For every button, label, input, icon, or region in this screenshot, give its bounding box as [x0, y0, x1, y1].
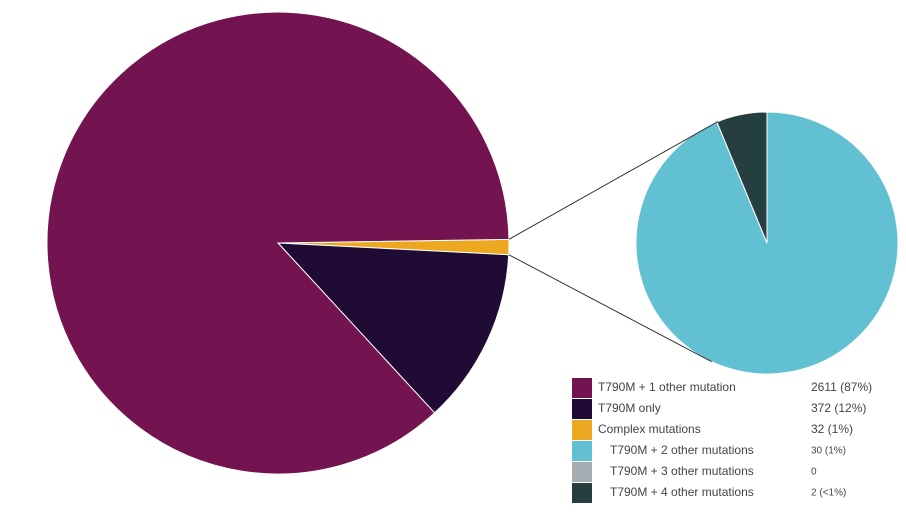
legend-swatch	[572, 483, 592, 503]
connector-line	[508, 121, 719, 240]
legend-label: T790M + 2 other mutations	[610, 443, 754, 457]
legend-label: T790M + 3 other mutations	[610, 464, 754, 478]
connector-line	[508, 254, 712, 363]
legend-value: 2 (<1%)	[811, 488, 846, 499]
legend-swatch	[572, 420, 592, 440]
legend-value: 2611 (87%)	[811, 380, 872, 394]
legend-label: T790M + 4 other mutations	[610, 485, 754, 499]
legend-label: T790M only	[598, 401, 661, 415]
legend-swatch	[572, 462, 592, 482]
legend-label: Complex mutations	[598, 422, 701, 436]
legend-value: 372 (12%)	[811, 401, 866, 415]
legend-swatch	[572, 441, 592, 461]
legend-swatch	[572, 378, 592, 398]
legend-swatch	[572, 399, 592, 419]
pie-slice	[46, 11, 510, 475]
pie-slice	[276, 242, 510, 414]
legend-value: 0	[811, 467, 817, 478]
legend-value: 30 (1%)	[811, 446, 846, 457]
legend-label: T790M + 1 other mutation	[598, 380, 736, 394]
legend-value: 32 (1%)	[811, 422, 853, 436]
